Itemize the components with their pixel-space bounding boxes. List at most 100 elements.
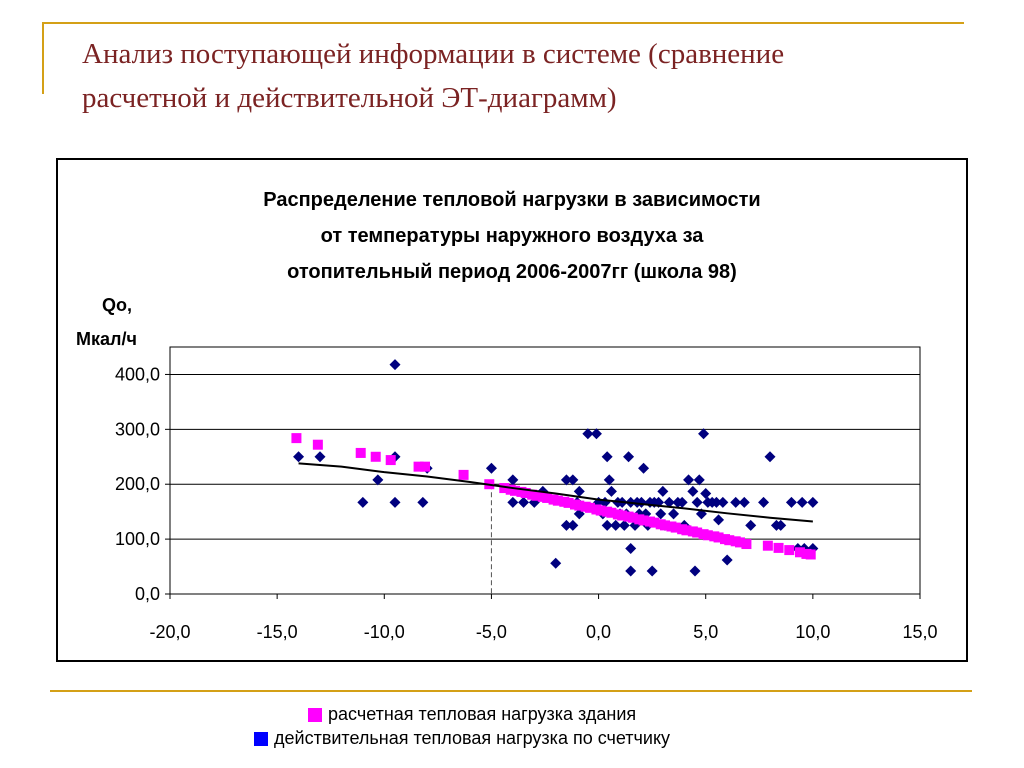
calculated-point bbox=[312, 439, 323, 450]
actual-point bbox=[314, 451, 326, 463]
actual-point bbox=[764, 451, 776, 463]
calculated-point bbox=[773, 542, 784, 553]
accent-top-line bbox=[42, 22, 964, 24]
calculated-point bbox=[420, 461, 430, 472]
actual-point bbox=[372, 474, 384, 486]
actual-point bbox=[618, 519, 630, 531]
y-tick-label: 400,0 bbox=[115, 364, 160, 384]
calculated-point bbox=[713, 532, 724, 543]
x-tick-label: 10,0 bbox=[795, 622, 830, 642]
calculated-point bbox=[702, 530, 713, 541]
x-tick-label: -15,0 bbox=[257, 622, 298, 642]
actual-point bbox=[710, 496, 722, 508]
actual-point bbox=[560, 519, 572, 531]
actual-point bbox=[745, 519, 757, 531]
calculated-point bbox=[413, 461, 424, 472]
accent-vertical-line bbox=[42, 22, 44, 94]
calculated-point bbox=[370, 451, 381, 462]
calculated-point bbox=[741, 539, 752, 550]
actual-point bbox=[738, 496, 750, 508]
actual-point bbox=[657, 485, 669, 497]
actual-point bbox=[721, 554, 733, 566]
calculated-point bbox=[291, 433, 302, 444]
calculated-point bbox=[660, 520, 670, 531]
chart-frame: Распределение тепловой нагрузки в зависи… bbox=[56, 158, 968, 662]
actual-point bbox=[638, 462, 650, 474]
calculated-point bbox=[617, 510, 628, 521]
actual-point bbox=[625, 542, 637, 554]
x-tick-label: 0,0 bbox=[586, 622, 611, 642]
legend-swatch-calculated bbox=[308, 707, 322, 722]
calculated-point bbox=[585, 502, 595, 513]
calculated-point bbox=[385, 455, 396, 466]
calculated-point bbox=[692, 527, 703, 538]
y-tick-label: 300,0 bbox=[115, 419, 160, 439]
actual-point bbox=[417, 496, 429, 508]
slide-title-line-2: расчетной и действительной ЭТ-диаграмм) bbox=[82, 82, 617, 114]
calculated-point bbox=[638, 515, 649, 526]
actual-point bbox=[698, 428, 710, 440]
actual-point bbox=[668, 508, 680, 520]
calculated-point bbox=[531, 490, 542, 501]
legend-swatch-actual bbox=[254, 731, 268, 746]
actual-point bbox=[507, 496, 519, 508]
x-tick-label: -5,0 bbox=[476, 622, 507, 642]
actual-point bbox=[550, 557, 562, 569]
actual-point bbox=[758, 496, 770, 508]
chart-title-line-2: от температуры наружного воздуха за bbox=[320, 225, 704, 247]
y-tick-label: 0,0 bbox=[135, 584, 160, 604]
actual-point bbox=[625, 565, 637, 577]
actual-point bbox=[655, 508, 667, 520]
actual-point bbox=[623, 451, 635, 463]
actual-point bbox=[610, 519, 622, 531]
actual-point bbox=[560, 474, 572, 486]
actual-point bbox=[567, 474, 579, 486]
calculated-point bbox=[670, 522, 681, 533]
x-tick-label: 15,0 bbox=[902, 622, 937, 642]
legend-label-calculated: расчетная тепловая нагрузка здания bbox=[328, 704, 637, 724]
calculated-point bbox=[681, 525, 692, 536]
accent-bottom-line bbox=[50, 690, 972, 692]
calculated-point bbox=[795, 547, 805, 558]
actual-point bbox=[389, 496, 401, 508]
calculated-point bbox=[574, 500, 585, 511]
x-tick-label: -20,0 bbox=[149, 622, 190, 642]
slide-title: Анализ поступающей информации в системе … bbox=[82, 32, 982, 120]
actual-point bbox=[507, 474, 519, 486]
actual-point bbox=[807, 542, 819, 554]
calculated-point bbox=[784, 545, 795, 556]
actual-point bbox=[573, 485, 585, 497]
x-tick-label: -10,0 bbox=[364, 622, 405, 642]
calculated-point bbox=[595, 505, 606, 516]
actual-point bbox=[717, 496, 729, 508]
calculated-point bbox=[520, 488, 531, 499]
actual-point bbox=[603, 474, 615, 486]
actual-point bbox=[700, 488, 712, 500]
calculated-point bbox=[563, 497, 574, 508]
y-tick-label: 200,0 bbox=[115, 474, 160, 494]
actual-point bbox=[601, 519, 613, 531]
actual-point bbox=[683, 474, 695, 486]
actual-point bbox=[293, 451, 305, 463]
calculated-point bbox=[724, 535, 735, 546]
chart-svg: 0,0 100,0 200,0 300,0 400,0 -20,0 -15,0 -10,0 -5… bbox=[76, 295, 938, 642]
actual-point bbox=[485, 462, 497, 474]
actual-point bbox=[785, 496, 797, 508]
actual-point bbox=[590, 428, 602, 440]
calculated-point bbox=[458, 469, 469, 480]
actual-point bbox=[567, 519, 579, 531]
x-tick-label: 5,0 bbox=[693, 622, 718, 642]
legend-label-actual: действительная тепловая нагрузка по счет… bbox=[274, 728, 671, 748]
calculated-point bbox=[552, 495, 563, 506]
actual-point bbox=[518, 496, 530, 508]
legend-item-actual: действительная тепловая нагрузка по счет… bbox=[254, 728, 670, 749]
calculated-point bbox=[510, 485, 520, 496]
actual-point bbox=[357, 496, 369, 508]
slide-title-line-1: Анализ поступающей информации в системе … bbox=[82, 38, 785, 70]
chart-title-line-1: Распределение тепловой нагрузки в зависи… bbox=[263, 189, 761, 211]
actual-point bbox=[691, 496, 703, 508]
calculated-point bbox=[542, 492, 553, 503]
trend-line bbox=[298, 462, 813, 523]
actual-point bbox=[676, 496, 688, 508]
calculated-point bbox=[735, 537, 745, 548]
